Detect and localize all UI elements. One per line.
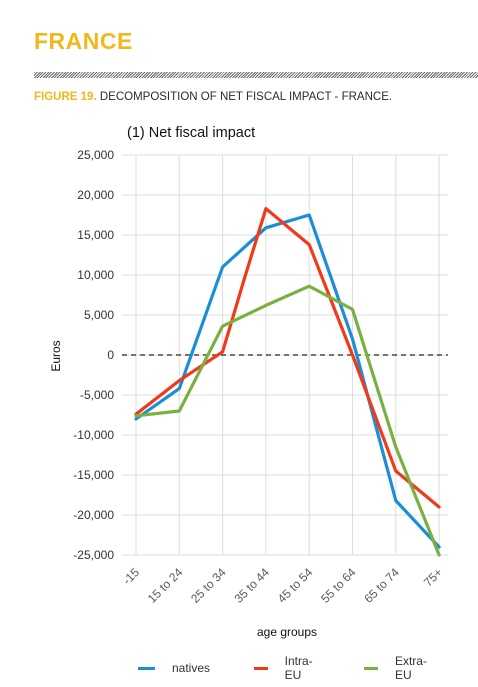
series-line-intra-eu [134, 207, 441, 509]
y-tick-label: 25,000 [77, 148, 114, 162]
legend-item-intra-eu: Intra-EU [254, 654, 320, 682]
country-heading: FRANCE [34, 28, 133, 54]
x-tick-label: 35 to 44 [231, 565, 272, 606]
figure-number: FIGURE 19. [34, 91, 97, 103]
y-tick-label: -20,000 [73, 508, 114, 522]
x-axis-label: age groups [257, 625, 317, 639]
x-tick-label: 75+ [421, 565, 445, 589]
x-tick-label: -15 [120, 565, 142, 587]
legend-swatch-intra-eu [254, 666, 268, 670]
x-tick-label: 45 to 54 [275, 565, 316, 606]
legend-label-natives: natives [172, 661, 211, 675]
legend-swatch-natives [138, 666, 155, 670]
legend-item-natives: natives [138, 661, 210, 675]
y-tick-label: 20,000 [77, 188, 114, 202]
legend-label-extra-eu: Extra-EU [394, 654, 427, 682]
series-line-extra-eu [134, 284, 441, 557]
x-tick-label: 55 to 64 [318, 565, 359, 606]
x-tick-label: 65 to 74 [361, 565, 402, 606]
y-tick-label: 15,000 [77, 228, 114, 242]
x-tick-label: 15 to 24 [145, 565, 186, 606]
y-tick-label: -5,000 [80, 388, 114, 402]
chart-legend: natives Intra-EU Extra-EU [138, 654, 478, 682]
panel-title: (1) Net fiscal impact [127, 125, 255, 141]
hatched-divider [34, 72, 478, 78]
x-axis-ticks: -15 15 to 24 25 to 34 35 to 44 45 to 54 55 to… [120, 565, 445, 606]
y-tick-label: 0 [107, 348, 114, 362]
y-tick-label: -25,000 [73, 548, 114, 562]
x-tick-label: 25 to 34 [188, 565, 229, 606]
y-tick-label: -10,000 [73, 428, 114, 442]
series-line-natives [134, 213, 441, 549]
y-tick-label: 10,000 [77, 268, 114, 282]
y-axis-label: Euros [49, 340, 63, 371]
y-tick-label: 5,000 [84, 308, 114, 322]
series-lines [134, 207, 441, 557]
legend-item-extra-eu: Extra-EU [364, 654, 434, 682]
legend-swatch-extra-eu [364, 666, 378, 670]
y-tick-label: -15,000 [73, 468, 114, 482]
figure-title: DECOMPOSITION OF NET FISCAL IMPACT - FRA… [99, 91, 393, 103]
legend-label-intra-eu: Intra-EU [284, 654, 313, 682]
y-axis-ticks: 25,000 20,000 15,000 10,000 5,000 0 -5,000 -10,… [73, 148, 114, 562]
figure-caption: FIGURE 19. DECOMPOSITION OF NET FISCAL I… [34, 91, 392, 103]
